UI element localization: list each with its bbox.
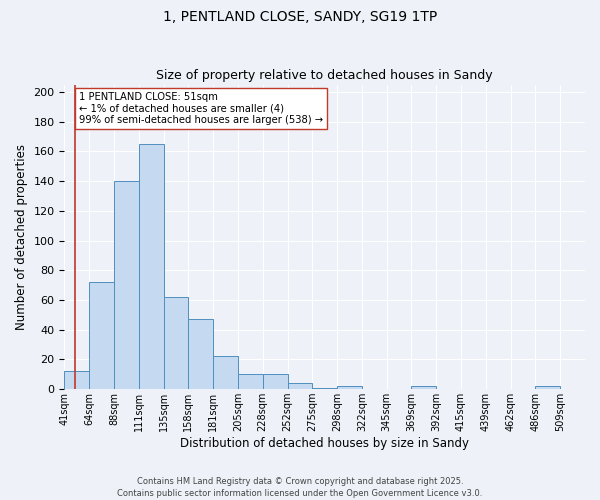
Bar	[164, 297, 188, 389]
Text: Contains HM Land Registry data © Crown copyright and database right 2025.
Contai: Contains HM Land Registry data © Crown c…	[118, 476, 482, 498]
Text: 1 PENTLAND CLOSE: 51sqm
← 1% of detached houses are smaller (4)
99% of semi-deta: 1 PENTLAND CLOSE: 51sqm ← 1% of detached…	[79, 92, 323, 125]
Bar	[89, 282, 114, 389]
Text: 1, PENTLAND CLOSE, SANDY, SG19 1TP: 1, PENTLAND CLOSE, SANDY, SG19 1TP	[163, 10, 437, 24]
Bar	[64, 372, 89, 389]
Bar	[412, 386, 436, 389]
Bar	[188, 320, 213, 389]
Bar	[287, 383, 313, 389]
Bar	[238, 374, 263, 389]
Bar	[263, 374, 287, 389]
Bar	[535, 386, 560, 389]
Bar	[313, 388, 337, 389]
Y-axis label: Number of detached properties: Number of detached properties	[15, 144, 28, 330]
Bar	[213, 356, 238, 389]
X-axis label: Distribution of detached houses by size in Sandy: Distribution of detached houses by size …	[180, 437, 469, 450]
Bar	[114, 181, 139, 389]
Title: Size of property relative to detached houses in Sandy: Size of property relative to detached ho…	[157, 69, 493, 82]
Bar	[337, 386, 362, 389]
Bar	[139, 144, 164, 389]
